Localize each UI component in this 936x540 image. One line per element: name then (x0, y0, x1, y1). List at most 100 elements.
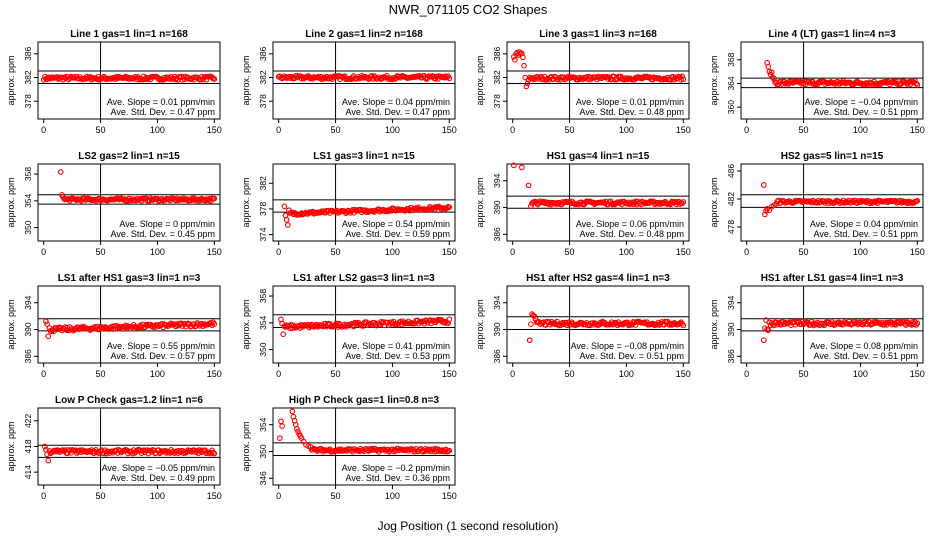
panel-10: LS1 after LS2 gas=3 lin=1 n=3 approx. ppm… (241, 273, 457, 379)
panel-7: HS1 gas=4 lin=1 n=15 approx. ppm 386 390 394… (475, 151, 691, 257)
x-tick-label: 150 (442, 247, 457, 257)
x-axis-label: Jog Position (1 second resolution) (377, 519, 559, 533)
data-point (679, 73, 686, 80)
plot-frame (37, 41, 221, 120)
x-tick-label: 50 (331, 369, 341, 379)
stddev-annotation: Ave. Std. Dev. = 0.36 ppm (346, 473, 450, 483)
data-point (914, 198, 921, 204)
data-point (138, 324, 145, 331)
plot-frame (37, 285, 221, 364)
data-point (518, 164, 525, 171)
stddev-annotation: Ave. Std. Dev. = 0.51 ppm (814, 229, 918, 239)
y-tick-label: 394 (492, 295, 502, 309)
panel-title: HS1 gas=4 lin=1 n=15 (547, 151, 650, 162)
data-point (281, 203, 288, 210)
data-point (680, 76, 687, 83)
plot-frame (272, 285, 456, 364)
plot-frame (506, 285, 690, 364)
y-tick-label: 358 (258, 289, 268, 303)
data-point (526, 337, 533, 344)
data-point (276, 435, 283, 441)
stddev-annotation: Ave. Std. Dev. = 0.57 ppm (111, 351, 215, 361)
x-tick-label: 150 (207, 247, 222, 257)
slope-annotation: Ave. Slope = −0.2 ppm/min (342, 463, 450, 473)
panel-title: HS2 gas=5 lin=1 n=15 (781, 151, 884, 162)
data-point (914, 320, 921, 327)
data-point (793, 318, 800, 325)
y-axis-label: approx. ppm (475, 55, 485, 105)
panel-12: HS1 after LS1 gas=4 lin=1 n=3 approx. ppm… (709, 273, 925, 379)
data-point (134, 195, 140, 202)
x-tick-label: 100 (619, 125, 634, 135)
x-tick-label: 100 (150, 369, 165, 379)
stddev-annotation: Ave. Std. Dev. = 0.51 ppm (814, 107, 918, 117)
data-point (524, 80, 531, 87)
y-tick-label: 414 (23, 465, 33, 479)
data-point (531, 313, 538, 319)
panel-title: LS1 gas=3 lin=1 n=15 (313, 151, 415, 162)
x-tick-label: 150 (442, 491, 457, 501)
y-tick-label: 394 (726, 295, 736, 309)
x-tick-label: 50 (799, 125, 809, 135)
y-tick-label: 386 (726, 349, 736, 363)
data-point (188, 195, 195, 202)
x-tick-label: 50 (565, 247, 575, 257)
y-tick-label: 386 (23, 46, 33, 60)
slope-annotation: Ave. Slope = 0.41 ppm/min (342, 341, 450, 351)
y-axis-label: approx. ppm (6, 55, 16, 105)
data-point (210, 449, 217, 456)
slope-annotation: Ave. Slope = 0.08 ppm/min (810, 341, 918, 351)
data-point (294, 72, 300, 79)
panel-title: Line 4 (LT) gas=1 lin=4 n=3 (768, 29, 896, 40)
y-tick-label: 394 (23, 295, 33, 309)
y-axis-label: approx. ppm (475, 299, 485, 349)
data-point (279, 423, 285, 429)
x-tick-label: 50 (96, 491, 106, 501)
x-tick-label: 100 (853, 125, 868, 135)
panel-title: Line 1 gas=1 lin=1 n=168 (70, 29, 188, 40)
data-point (523, 83, 530, 90)
slope-annotation: Ave. Slope = 0.55 ppm/min (107, 341, 215, 351)
x-tick-label: 0 (510, 369, 515, 379)
x-tick-label: 100 (150, 491, 165, 501)
data-point (446, 447, 453, 454)
y-tick-label: 382 (492, 70, 502, 84)
slope-annotation: Ave. Slope = 0.06 ppm/min (576, 219, 684, 229)
y-tick-label: 378 (23, 94, 33, 108)
x-tick-label: 150 (207, 491, 222, 501)
x-tick-label: 150 (676, 125, 691, 135)
panel-title: LS1 after HS1 gas=3 lin=1 n=3 (58, 273, 201, 284)
slope-annotation: Ave. Slope = −0.08 ppm/min (571, 341, 684, 351)
plot-frame (740, 41, 924, 120)
data-point (771, 75, 777, 82)
y-tick-label: 478 (726, 220, 736, 234)
plot-frame (740, 285, 924, 364)
data-point (769, 74, 776, 81)
y-tick-label: 382 (258, 176, 268, 190)
data-point (289, 408, 296, 415)
data-point (762, 211, 768, 218)
panel-title: Low P Check gas=1.2 lin=1 n=6 (55, 395, 203, 406)
data-point (446, 204, 453, 211)
x-tick-label: 100 (385, 125, 400, 135)
x-tick-label: 100 (150, 125, 165, 135)
panel-13: Low P Check gas=1.2 lin=1 n=6 approx. ppm… (6, 395, 222, 501)
slope-annotation: Ave. Slope = 0.01 ppm/min (107, 97, 215, 107)
plot-frame (506, 163, 690, 242)
data-point (768, 69, 775, 76)
stddev-annotation: Ave. Std. Dev. = 0.49 ppm (111, 473, 215, 483)
stddev-annotation: Ave. Std. Dev. = 0.48 ppm (580, 107, 684, 117)
plot-frame (506, 41, 690, 120)
data-point (41, 443, 48, 450)
data-point (136, 76, 143, 83)
stddev-annotation: Ave. Std. Dev. = 0.47 ppm (111, 107, 215, 117)
y-tick-label: 378 (258, 94, 268, 108)
data-point (798, 321, 805, 328)
panel-2: Line 2 gas=1 lin=2 n=168 approx. ppm 378 38… (241, 29, 457, 135)
panel-title: Line 3 gas=1 lin=3 n=168 (539, 29, 657, 40)
y-tick-label: 374 (258, 227, 268, 241)
x-tick-label: 0 (41, 125, 46, 135)
x-tick-label: 0 (276, 369, 281, 379)
data-point (680, 199, 687, 205)
data-point (156, 77, 163, 83)
